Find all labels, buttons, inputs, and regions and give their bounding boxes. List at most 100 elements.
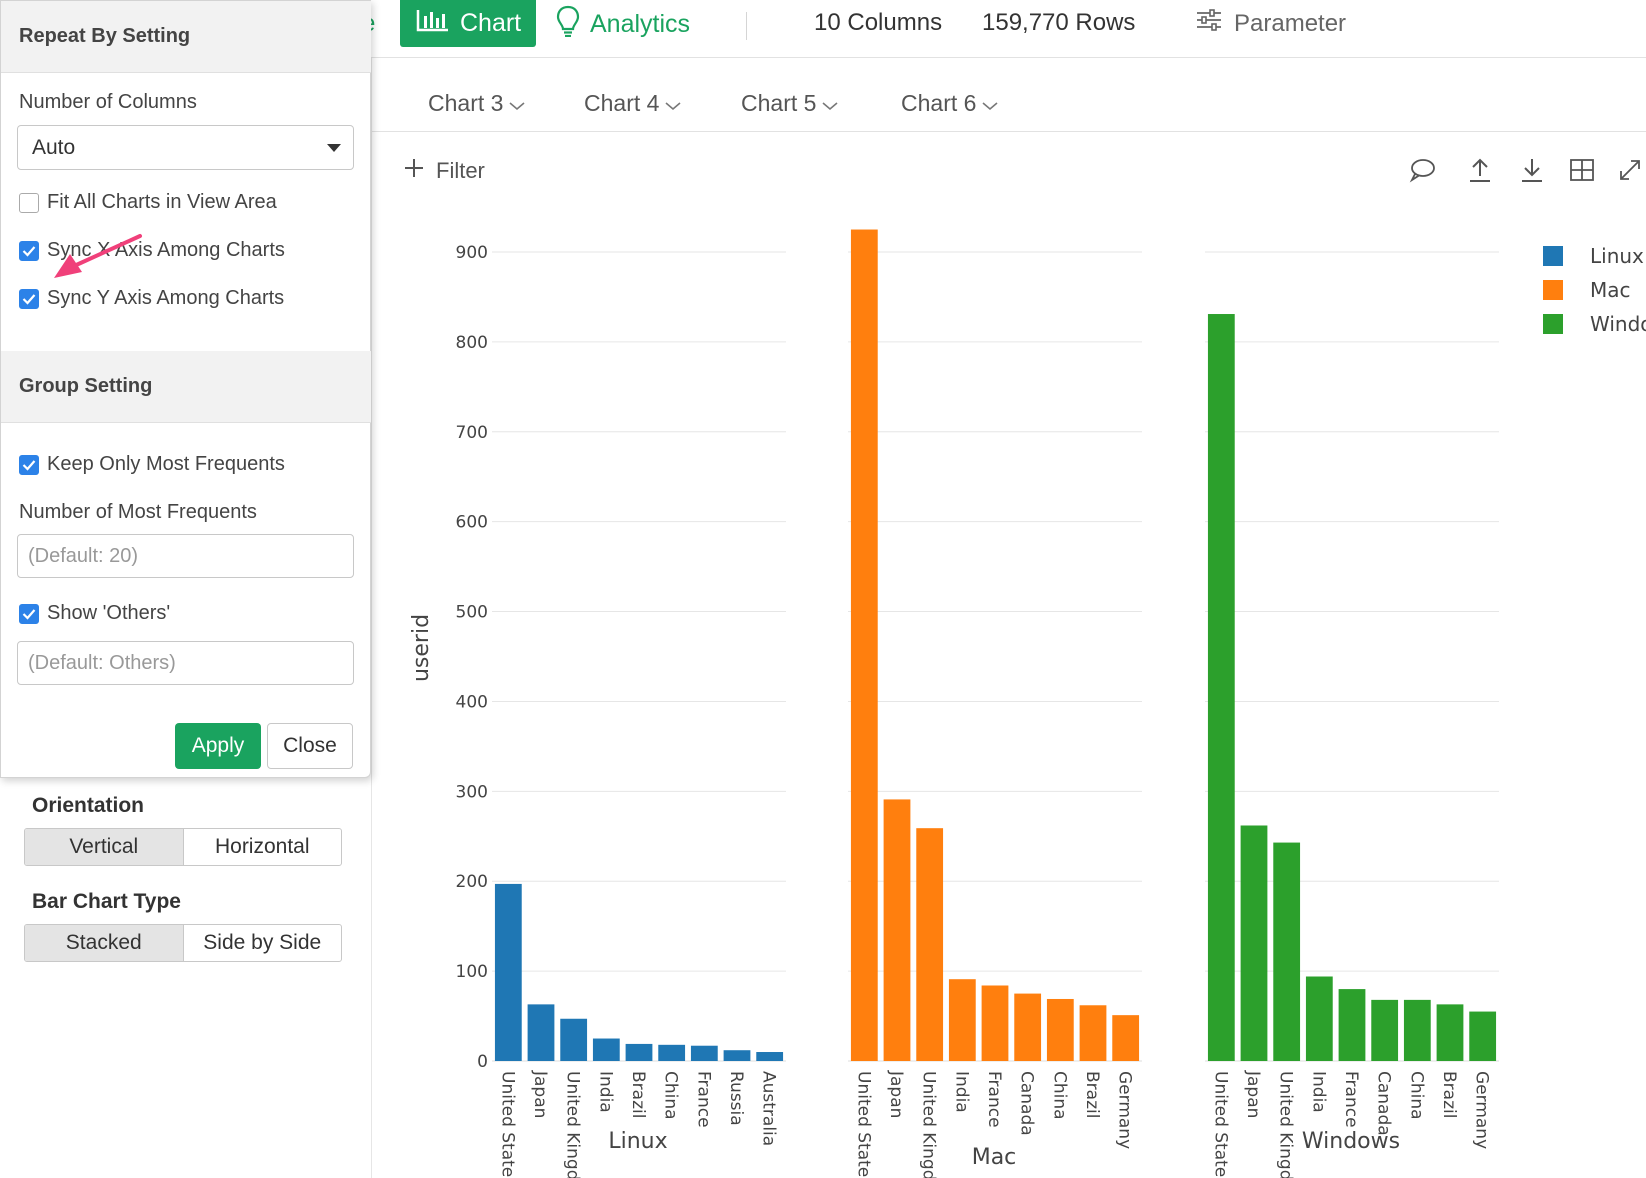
y-tick-label: 800 [456,333,488,353]
x-tick-label: India [1308,1071,1328,1113]
bar-linux [592,1038,620,1061]
x-tick-label: Brazil [1439,1071,1459,1118]
caret-down-icon [327,144,341,152]
x-tick-label: Brazil [628,1071,648,1118]
bar-mac [850,229,878,1061]
chevron-down-icon [982,90,998,117]
lightbulb-icon [556,5,580,44]
bar-mac [916,828,944,1061]
chevron-down-icon [665,90,681,117]
bar-linux [658,1044,686,1061]
bar-chart-type-toggle: Stacked Side by Side [24,924,342,962]
chart-button[interactable]: Chart [400,0,536,47]
y-tick-label: 500 [456,603,488,623]
download-icon[interactable] [1518,156,1546,184]
parameter-button[interactable]: Parameter [1196,8,1346,39]
checkbox-checked-icon [19,288,39,309]
number-of-most-frequents-input[interactable]: (Default: 20) [17,534,354,578]
bar-linux [494,883,522,1061]
orientation-vertical-option[interactable]: Vertical [25,829,184,865]
x-tick-label: France [984,1071,1004,1128]
orientation-title: Orientation [32,794,145,817]
x-tick-label: United States [1210,1071,1230,1178]
bar-windows [1207,314,1235,1062]
legend-swatch [1543,246,1563,266]
filter-button[interactable]: Filter [404,158,485,184]
x-tick-label: Canada [1374,1071,1394,1136]
number-of-columns-select[interactable]: Auto [17,125,354,170]
chart-tabs: Chart 3 Chart 4 Chart 5 Chart 6 [372,60,1646,132]
x-tick-label: Japan [530,1070,550,1118]
keep-most-frequents-checkbox[interactable]: Keep Only Most Frequents [19,453,285,476]
legend-swatch [1543,314,1563,334]
legend-swatch [1543,280,1563,300]
y-axis-title: userid [409,614,434,682]
checkbox-unchecked-icon [19,192,39,213]
x-tick-label: China [1049,1071,1069,1120]
x-tick-label: United Kingdom [1276,1071,1296,1178]
show-others-label: Show 'Others' [47,602,171,624]
sync-y-axis-label: Sync Y Axis Among Charts [47,287,285,309]
tab-chart-3[interactable]: Chart 3 [428,90,525,117]
apply-button[interactable]: Apply [175,723,261,769]
comment-icon[interactable] [1408,156,1436,184]
x-tick-label: Germany [1115,1071,1135,1149]
upload-icon[interactable] [1466,156,1494,184]
filter-label: Filter [436,158,485,183]
keep-most-frequents-label: Keep Only Most Frequents [47,453,285,475]
sync-x-axis-checkbox[interactable]: Sync X Axis Among Charts [19,239,285,262]
x-tick-label: United Kingdom [919,1071,939,1178]
divider [746,12,747,40]
tab-label: Chart 6 [901,90,977,116]
analytics-button[interactable]: Analytics [556,5,691,44]
legend-label: Mac [1590,278,1631,302]
x-tick-label: India [595,1071,615,1113]
x-tick-label: Germany [1472,1071,1492,1149]
chevron-down-icon [822,90,838,117]
bar-linux [560,1018,588,1061]
tab-chart-4[interactable]: Chart 4 [584,90,681,117]
tab-chart-6[interactable]: Chart 6 [901,90,998,117]
number-of-columns-value: Auto [32,135,76,159]
bar-windows [1240,825,1268,1061]
x-tick-label: China [1406,1071,1426,1120]
show-others-checkbox[interactable]: Show 'Others' [19,602,170,625]
tab-label: Chart 3 [428,90,504,116]
bar-type-stacked-option[interactable]: Stacked [25,925,184,961]
expand-icon[interactable] [1616,156,1644,184]
fit-all-charts-checkbox[interactable]: Fit All Charts in View Area [19,191,277,214]
x-tick-label: France [1341,1071,1361,1128]
x-tick-label: United States [853,1071,873,1178]
tab-label: Chart 4 [584,90,660,116]
bar-windows [1436,1004,1464,1061]
facet-label: Mac [972,1145,1017,1170]
checkbox-checked-icon [19,240,39,261]
sync-y-axis-checkbox[interactable]: Sync Y Axis Among Charts [19,287,284,310]
bar-mac [1079,1005,1107,1061]
facet-label: Windows [1302,1129,1400,1154]
orientation-horizontal-option[interactable]: Horizontal [214,835,310,858]
bar-mac [948,979,976,1061]
bar-mac [1112,1015,1140,1061]
annotation-arrow-icon [54,234,142,278]
repeat-by-setting-header: Repeat By Setting [1,1,371,73]
table-icon[interactable] [1568,156,1596,184]
tab-chart-5[interactable]: Chart 5 [741,90,838,117]
analytics-label: Analytics [590,9,691,38]
bar-mac [981,985,1009,1061]
repeat-by-settings-popup: Repeat By Setting Number of Columns Auto… [0,0,371,778]
bar-linux [756,1052,784,1061]
bar-type-side-by-side-option[interactable]: Side by Side [203,931,322,954]
x-tick-label: Brazil [1082,1071,1102,1118]
y-tick-label: 300 [456,782,488,802]
column-count: 10 Columns [814,9,943,36]
chart-button-label: Chart [460,9,522,37]
others-label-input[interactable]: (Default: Others) [17,641,354,685]
bar-windows [1338,989,1366,1061]
x-tick-label: Canada [1017,1071,1037,1136]
number-of-columns-label: Number of Columns [19,91,197,113]
facet-label: Linux [608,1129,667,1154]
orientation-toggle: Vertical Horizontal [24,828,342,866]
close-button[interactable]: Close [267,723,353,769]
x-tick-label: France [693,1071,713,1128]
